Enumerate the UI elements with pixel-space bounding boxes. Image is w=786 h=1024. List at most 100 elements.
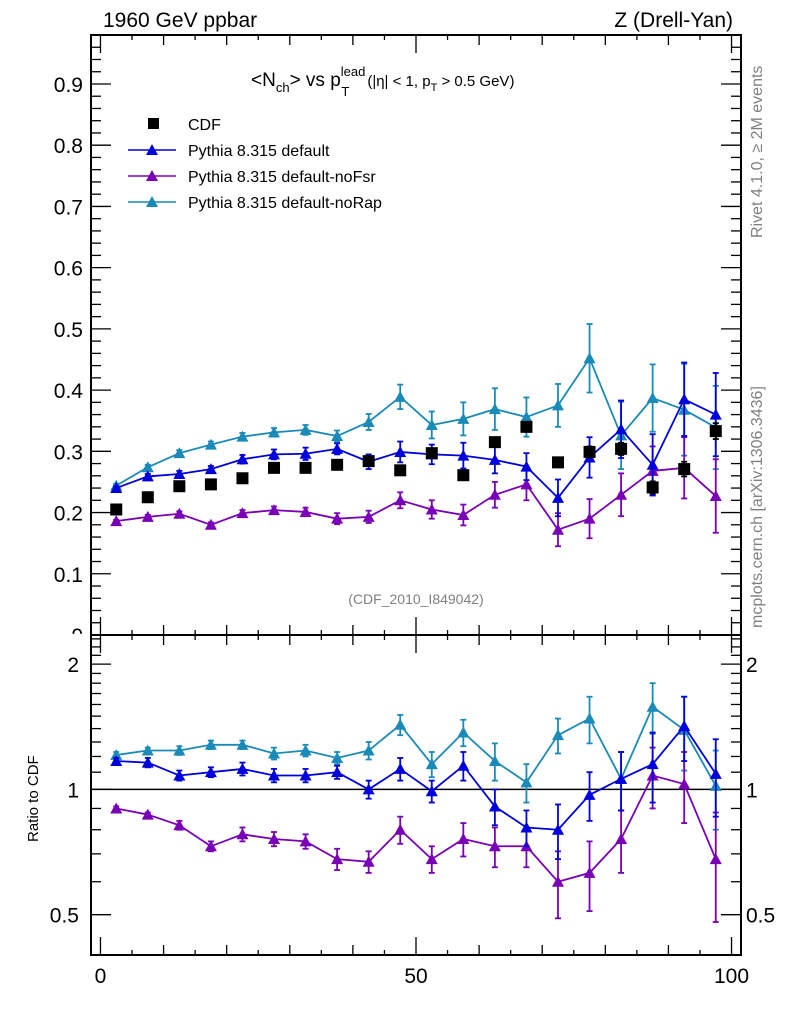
data-point-cdf <box>299 461 312 474</box>
y-tick-label: 0.5 <box>54 319 83 342</box>
ratio-point-pythia-8-315-default-norap <box>551 729 564 741</box>
ratio-point-pythia-8-315-default <box>425 785 438 797</box>
legend-item-norap: Pythia 8.315 default-noRap <box>128 195 382 212</box>
data-point-pythia-8-315-default <box>520 460 533 472</box>
ratio-point-pythia-8-315-default-nofsr <box>173 819 186 831</box>
ratio-point-pythia-8-315-default-norap <box>331 751 344 763</box>
data-point-pythia-8-315-default-norap <box>362 415 375 427</box>
ratio-point-pythia-8-315-default <box>236 762 249 774</box>
data-point-pythia-8-315-default-norap <box>520 411 533 423</box>
data-point-pythia-8-315-default <box>678 393 691 405</box>
data-point-pythia-8-315-default-norap <box>141 461 154 473</box>
legend-marker-triangle-default <box>146 144 158 155</box>
ratio-point-pythia-8-315-default-norap <box>488 755 501 767</box>
x-tick-label: 50 <box>404 965 427 988</box>
data-point-cdf <box>268 461 281 474</box>
data-point-pythia-8-315-default <box>709 408 722 420</box>
data-point-pythia-8-315-default-norap <box>425 419 438 430</box>
data-point-cdf <box>204 478 217 491</box>
ratio-point-pythia-8-315-default-norap <box>457 726 470 738</box>
data-point-pythia-8-315-default-norap <box>551 399 564 411</box>
series-line-pythia-8-315-default-norap <box>115 356 717 487</box>
ratio-tick-label: 1 <box>67 779 79 802</box>
data-point-pythia-8-315-default <box>173 467 186 479</box>
header-right-label: Z (Drell-Yan) <box>614 9 733 32</box>
data-point-pythia-8-315-default-nofsr <box>709 490 722 502</box>
ratio-line-pythia-8-315-default-nofsr <box>116 774 717 883</box>
ratio-point-pythia-8-315-default <box>646 758 659 770</box>
header-left-label: 1960 GeV ppbar <box>103 9 257 32</box>
title-cuts-b: > 0.5 GeV) <box>437 73 514 90</box>
ratio-point-pythia-8-315-default-nofsr <box>299 835 312 847</box>
y-tick-label: 0.4 <box>54 380 84 403</box>
ratio-tick-label: 0.5 <box>50 905 79 928</box>
ratio-point-pythia-8-315-default <box>709 767 722 779</box>
data-point-cdf <box>394 464 407 477</box>
data-point-pythia-8-315-default-norap <box>236 430 249 442</box>
data-point-pythia-8-315-default-nofsr <box>583 512 596 524</box>
ratio-point-pythia-8-315-default-nofsr <box>488 840 501 852</box>
ratio-point-pythia-8-315-default-norap <box>299 744 312 756</box>
ratio-point-pythia-8-315-default <box>520 821 533 833</box>
ratio-point-pythia-8-315-default <box>678 720 691 732</box>
data-point-pythia-8-315-default <box>394 445 407 457</box>
title-cuts-sub: T <box>431 82 438 94</box>
ratio-point-pythia-8-315-default-nofsr <box>425 853 438 865</box>
data-point-cdf <box>457 469 470 482</box>
ratio-point-pythia-8-315-default-nofsr <box>268 833 281 845</box>
legend-label-nofsr: Pythia 8.315 default-noFsr <box>188 169 376 186</box>
data-point-pythia-8-315-default-norap <box>268 426 281 438</box>
ratio-point-pythia-8-315-default <box>268 769 281 781</box>
y-tick-label: 0.7 <box>54 196 83 219</box>
ratio-point-pythia-8-315-default-nofsr <box>110 802 123 814</box>
legend-marker-square <box>148 118 159 129</box>
ratio-point-pythia-8-315-default <box>110 755 123 767</box>
ratio-point-pythia-8-315-default <box>299 769 312 781</box>
x-tick-label: 0 <box>95 965 107 988</box>
ratio-point-pythia-8-315-default-norap <box>520 776 533 788</box>
data-point-pythia-8-315-default-norap <box>331 430 344 442</box>
title-pt-sup: lead <box>341 64 366 79</box>
data-point-pythia-8-315-default <box>551 491 564 503</box>
data-point-pythia-8-315-default-norap <box>394 390 407 402</box>
data-point-pythia-8-315-default-nofsr <box>141 510 154 522</box>
ratio-point-pythia-8-315-default-norap <box>173 744 186 756</box>
ratio-point-pythia-8-315-default-nofsr <box>362 855 375 867</box>
ratio-point-pythia-8-315-default-norap <box>236 738 249 750</box>
legend-item-default: Pythia 8.315 default <box>128 143 330 160</box>
plot-title: <Nch> vs plead T(|η| < 1, pT > 0.5 GeV) <box>251 64 514 99</box>
data-point-pythia-8-315-default-norap <box>299 423 312 435</box>
ratio-point-pythia-8-315-default-norap <box>268 747 281 759</box>
title-nch: <N <box>251 70 276 91</box>
data-point-cdf <box>173 480 186 493</box>
legend-item-nofsr: Pythia 8.315 default-noFsr <box>128 169 376 186</box>
data-point-pythia-8-315-default-nofsr <box>331 512 344 524</box>
data-point-pythia-8-315-default-nofsr <box>457 509 470 520</box>
ratio-point-pythia-8-315-default <box>204 766 217 778</box>
ratio-point-pythia-8-315-default-nofsr <box>551 875 564 887</box>
data-point-cdf <box>362 455 375 468</box>
ratio-point-pythia-8-315-default-nofsr <box>457 833 470 845</box>
analysis-watermark: (CDF_2010_I849042) <box>348 591 483 607</box>
ratio-tick-label-right: 1 <box>746 779 758 802</box>
data-point-pythia-8-315-default-nofsr <box>488 488 501 500</box>
data-point-cdf <box>551 456 564 469</box>
ratio-point-pythia-8-315-default-nofsr <box>709 853 722 865</box>
data-point-cdf <box>236 472 249 485</box>
data-point-cdf <box>331 458 344 471</box>
data-point-cdf <box>110 503 123 516</box>
data-point-pythia-8-315-default-nofsr <box>551 523 564 535</box>
ratio-axes: 0 50 100 0.5 0.5 1 1 2 2 <box>50 635 775 988</box>
legend-label-norap: Pythia 8.315 default-noRap <box>188 195 382 212</box>
mcplots-label: mcplots.cern.ch [arXiv:1306.3436] <box>749 386 766 628</box>
y-tick-label: 0.2 <box>54 503 83 526</box>
data-point-pythia-8-315-default-nofsr <box>394 494 407 506</box>
data-point-pythia-8-315-default <box>141 470 154 482</box>
data-point-pythia-8-315-default <box>457 449 470 461</box>
ratio-point-pythia-8-315-default <box>551 823 564 835</box>
rivet-version-label: Rivet 4.1.0, ≥ 2M events <box>749 66 766 238</box>
data-point-pythia-8-315-default <box>331 442 344 454</box>
ratio-point-pythia-8-315-default-nofsr <box>394 823 407 835</box>
data-point-pythia-8-315-default <box>646 458 659 470</box>
